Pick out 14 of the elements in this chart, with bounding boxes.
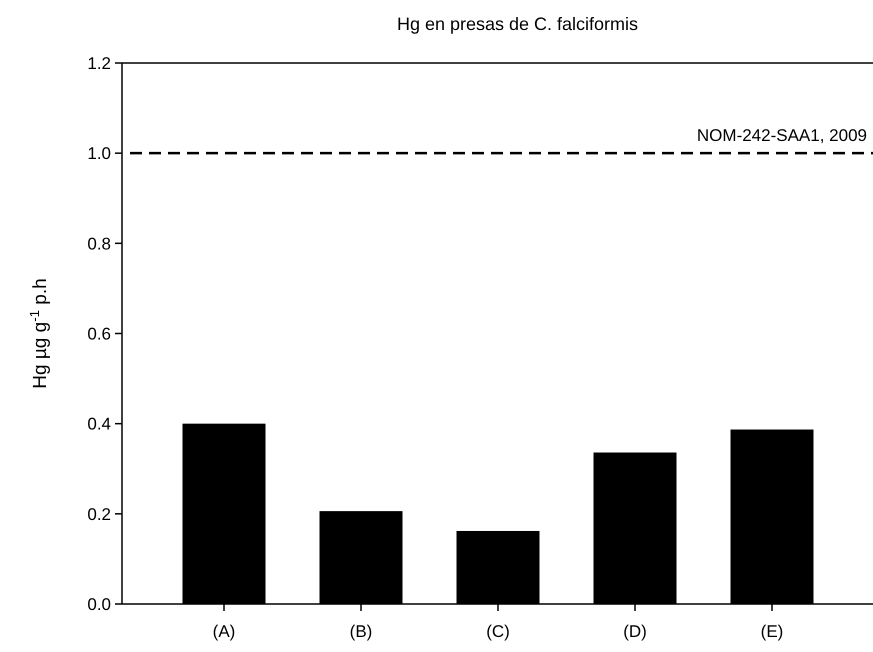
y-tick-label: 0.0 xyxy=(87,594,111,614)
y-tick-label: 0.4 xyxy=(87,414,111,434)
y-tick-label: 0.8 xyxy=(87,234,111,254)
x-tick-label: (B) xyxy=(350,622,372,641)
x-tick-label: (E) xyxy=(760,622,784,641)
chart-title: Hg en presas de C. falciformis xyxy=(396,14,638,34)
x-tick-label: (C) xyxy=(486,622,510,641)
y-tick-label: 0.2 xyxy=(87,504,111,524)
x-tick-label: (D) xyxy=(623,622,647,641)
x-tick-label: (A) xyxy=(212,622,236,641)
y-tick-label: 1.0 xyxy=(87,144,111,164)
y-tick-label: 0.6 xyxy=(87,324,111,344)
ref-line-label: NOM-242-SAA1, 2009 xyxy=(696,126,867,146)
y-tick-label: 1.2 xyxy=(87,54,111,73)
